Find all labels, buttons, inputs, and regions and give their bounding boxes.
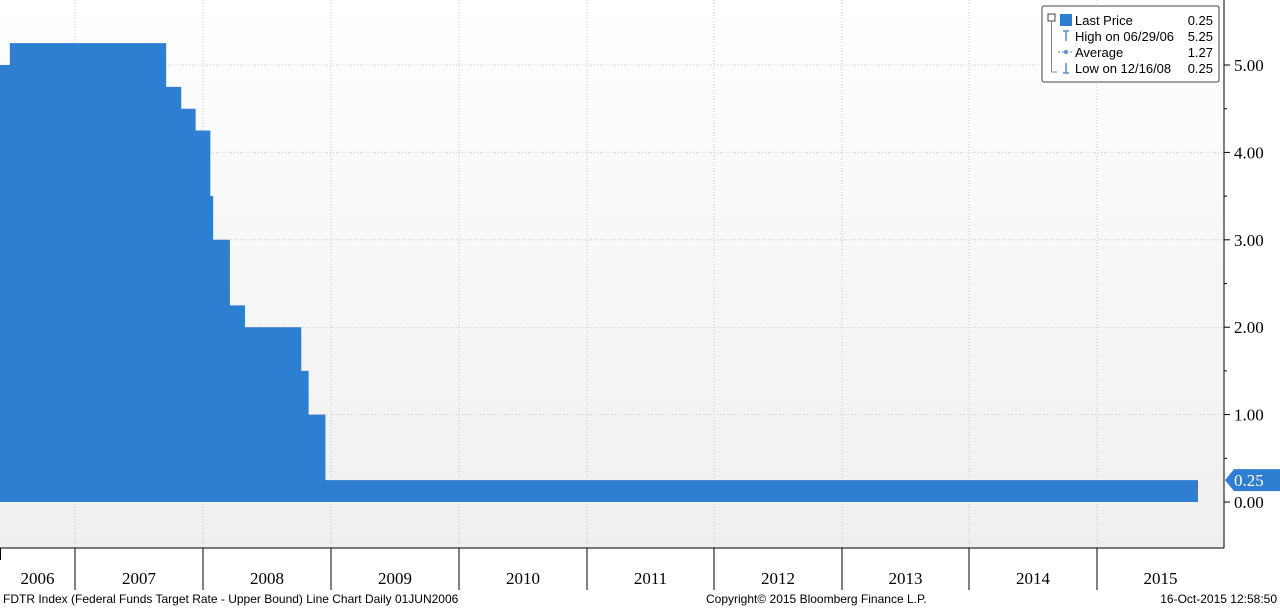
y-tick-label-4.00: 4.00: [1234, 143, 1264, 162]
y-tick-label-2.00: 2.00: [1234, 318, 1264, 337]
legend-marker-square: [1060, 14, 1072, 26]
legend-box: [1041, 5, 1220, 83]
legend-marker-average-dot: [1064, 50, 1068, 54]
legend-entry-label-3: Low on 12/16/08: [1075, 61, 1171, 76]
legend-entry-value-2: 1.27: [1188, 45, 1213, 60]
last-value-label: 0.25: [1234, 471, 1264, 490]
x-tick-label-2006: 2006: [21, 569, 55, 588]
legend-entry-label-1: High on 06/29/06: [1075, 29, 1174, 44]
x-tick-label-2012: 2012: [761, 569, 795, 588]
legend: Last Price 0.25 High on 06/29/06 5.25 Averag…: [1041, 5, 1220, 83]
legend-entry-label-2: Average: [1075, 45, 1123, 60]
legend-entry-value-1: 5.25: [1188, 29, 1213, 44]
x-tick-label-2013: 2013: [889, 569, 923, 588]
series-area: [0, 43, 1198, 503]
x-tick-label-2011: 2011: [634, 569, 667, 588]
timestamp-text: 16-Oct-2015 12:58:50: [1160, 592, 1277, 606]
chart-description: FDTR Index (Federal Funds Target Rate - …: [3, 592, 459, 606]
legend-collapse-icon: [1047, 13, 1056, 22]
legend-entry-value-0: 0.25: [1188, 13, 1213, 28]
legend-entry-value-3: 0.25: [1188, 61, 1213, 76]
y-tick-label-1.00: 1.00: [1234, 406, 1264, 425]
last-value-tag: [1225, 469, 1280, 492]
x-tick-label-2008: 2008: [250, 569, 284, 588]
x-tick-label-2007: 2007: [122, 569, 157, 588]
axes: 5.00 4.00 3.00 2.00 1.00 0.00 0.25 2006 2007 2008…: [0, 0, 1280, 590]
copyright-text: Copyright© 2015 Bloomberg Finance L.P.: [706, 592, 927, 606]
footer: FDTR Index (Federal Funds Target Rate - …: [3, 592, 1277, 606]
x-tick-label-2014: 2014: [1016, 569, 1051, 588]
y-tick-label-0.00: 0.00: [1234, 493, 1264, 512]
x-tick-label-2010: 2010: [506, 569, 540, 588]
series-area-path-0: [0, 43, 1198, 503]
legend-entry-label-0: Last Price: [1075, 13, 1133, 28]
y-tick-label-5.00: 5.00: [1234, 56, 1264, 75]
y-tick-label-3.00: 3.00: [1234, 231, 1264, 250]
x-tick-label-2015: 2015: [1144, 569, 1178, 588]
x-tick-label-2009: 2009: [378, 569, 412, 588]
